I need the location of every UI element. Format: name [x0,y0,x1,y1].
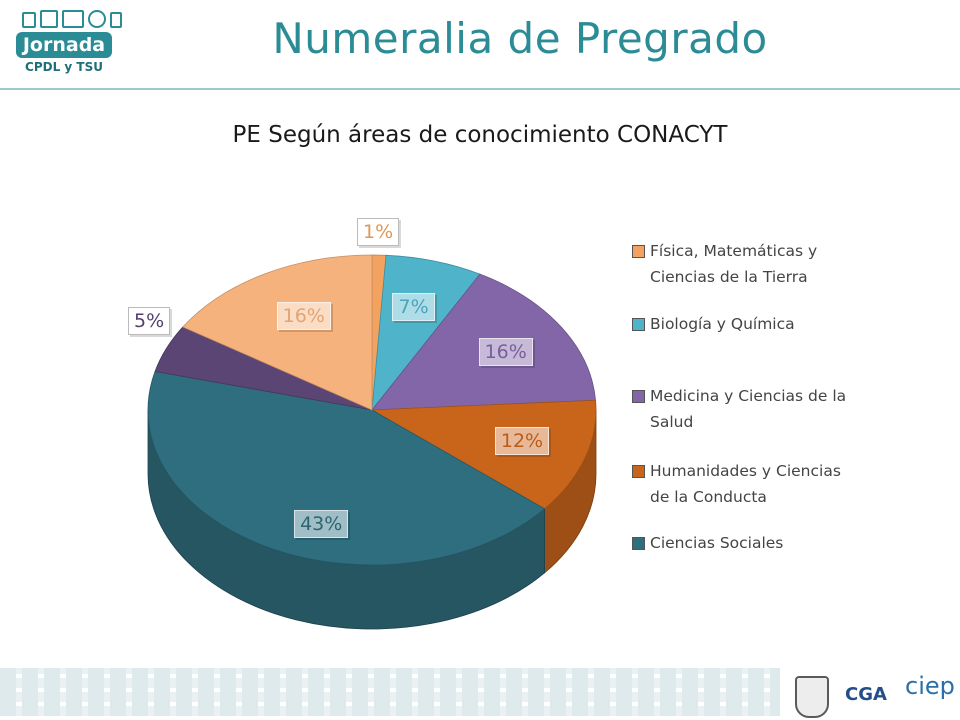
header-divider [0,88,960,90]
legend-label: Física, Matemáticas y Ciencias de la Tie… [650,242,818,286]
legend-label: Medicina y Ciencias de la Salud [650,387,847,431]
logo-subtitle: CPDL y TSU [25,60,103,74]
ciep-logo: ciep [905,672,955,700]
chart-title: PE Según áreas de conocimiento CONACYT [232,122,728,148]
pie-slice-6 [182,254,373,411]
logo-icons [22,10,124,28]
legend-label: Humanidades y Ciencias de la Conducta [650,462,841,506]
legend-swatch [632,245,645,258]
legend-swatch [632,318,645,331]
university-crest-icon [795,676,829,718]
cga-logo: CGA [845,684,887,705]
jornada-logo: Jornada CPDL y TSU [16,10,124,76]
footer-pattern [0,668,780,716]
data-label-2: 16% [478,337,533,366]
logo-brand: Jornada [16,32,112,58]
legend-label: Ciencias Sociales [650,534,784,552]
data-label-6: 16% [276,301,331,330]
data-label-1: 7% [392,292,435,321]
legend-label: Biología y Química [650,315,795,333]
legend-swatch [632,465,645,478]
data-label-4: 43% [294,509,349,538]
data-label-3: 12% [494,426,550,455]
data-label-5: 5% [128,307,171,335]
page-title: Numeralia de Pregrado [272,14,768,63]
data-label-0: 1% [357,218,400,246]
legend-swatch [632,390,645,403]
legend-swatch [632,537,645,550]
pie-slice-4 [147,371,546,566]
